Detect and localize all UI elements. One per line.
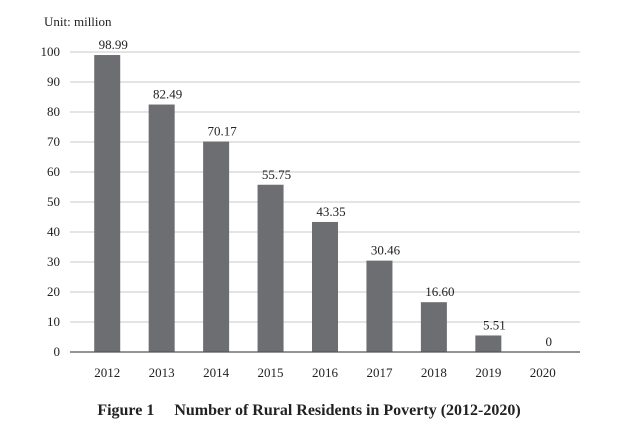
figure-caption: Figure 1 Number of Rural Residents in Pov…	[0, 402, 618, 420]
bar-2014	[203, 141, 230, 352]
bar-2013	[148, 104, 175, 352]
x-tick-label: 2018	[421, 365, 447, 380]
bar-2012	[94, 55, 121, 352]
x-tick-label: 2019	[475, 365, 501, 380]
x-tick-label: 2020	[530, 365, 556, 380]
x-tick-label: 2015	[258, 365, 284, 380]
data-label-2016: 43.35	[316, 204, 345, 219]
y-tick-label: 100	[41, 44, 61, 59]
x-tick-label: 2017	[366, 365, 393, 380]
y-tick-label: 80	[47, 104, 60, 119]
data-labels: 98.99 82.49 70.17 55.75 43.35 30.46 16.60 5.51 0	[99, 37, 552, 349]
bar-2018	[420, 302, 447, 352]
unit-label: Unit: million	[44, 14, 112, 29]
x-axis: 2012 2013 2014 2015 2016 2017 2018 2019 2020	[70, 351, 580, 380]
figure-title: Number of Rural Residents in Poverty (20…	[174, 402, 521, 419]
x-tick-label: 2013	[149, 365, 175, 380]
y-tick-label: 0	[54, 344, 61, 359]
y-axis: 0 10 20 30 40 50 60 70 80 90 100	[41, 44, 61, 359]
data-label-2014: 70.17	[207, 123, 237, 138]
x-tick-label: 2012	[94, 365, 120, 380]
y-tick-label: 50	[47, 194, 60, 209]
data-label-2017: 30.46	[371, 243, 401, 258]
x-tick-label: 2014	[203, 365, 230, 380]
data-label-2018: 16.60	[425, 284, 454, 299]
y-tick-label: 40	[47, 224, 60, 239]
bars	[94, 55, 502, 352]
y-tick-label: 30	[47, 254, 60, 269]
x-tick-label: 2016	[312, 365, 339, 380]
bar-2017	[366, 260, 393, 352]
y-tick-label: 10	[47, 314, 60, 329]
y-tick-label: 70	[47, 134, 60, 149]
bar-2015	[257, 184, 284, 352]
data-label-2020: 0	[546, 334, 553, 349]
data-label-2015: 55.75	[262, 167, 291, 182]
bar-2016	[312, 221, 338, 352]
y-tick-label: 20	[47, 284, 60, 299]
data-label-2019: 5.51	[483, 317, 506, 332]
figure-number: Figure 1	[97, 402, 155, 419]
bar-chart: Unit: million 0 10 20 30 40 50 60 70 80 90 100 98.…	[41, 14, 580, 380]
bar-2019	[475, 335, 502, 352]
data-label-2012: 98.99	[99, 37, 128, 52]
data-label-2013: 82.49	[153, 87, 182, 102]
y-tick-label: 90	[47, 74, 60, 89]
y-tick-label: 60	[47, 164, 60, 179]
